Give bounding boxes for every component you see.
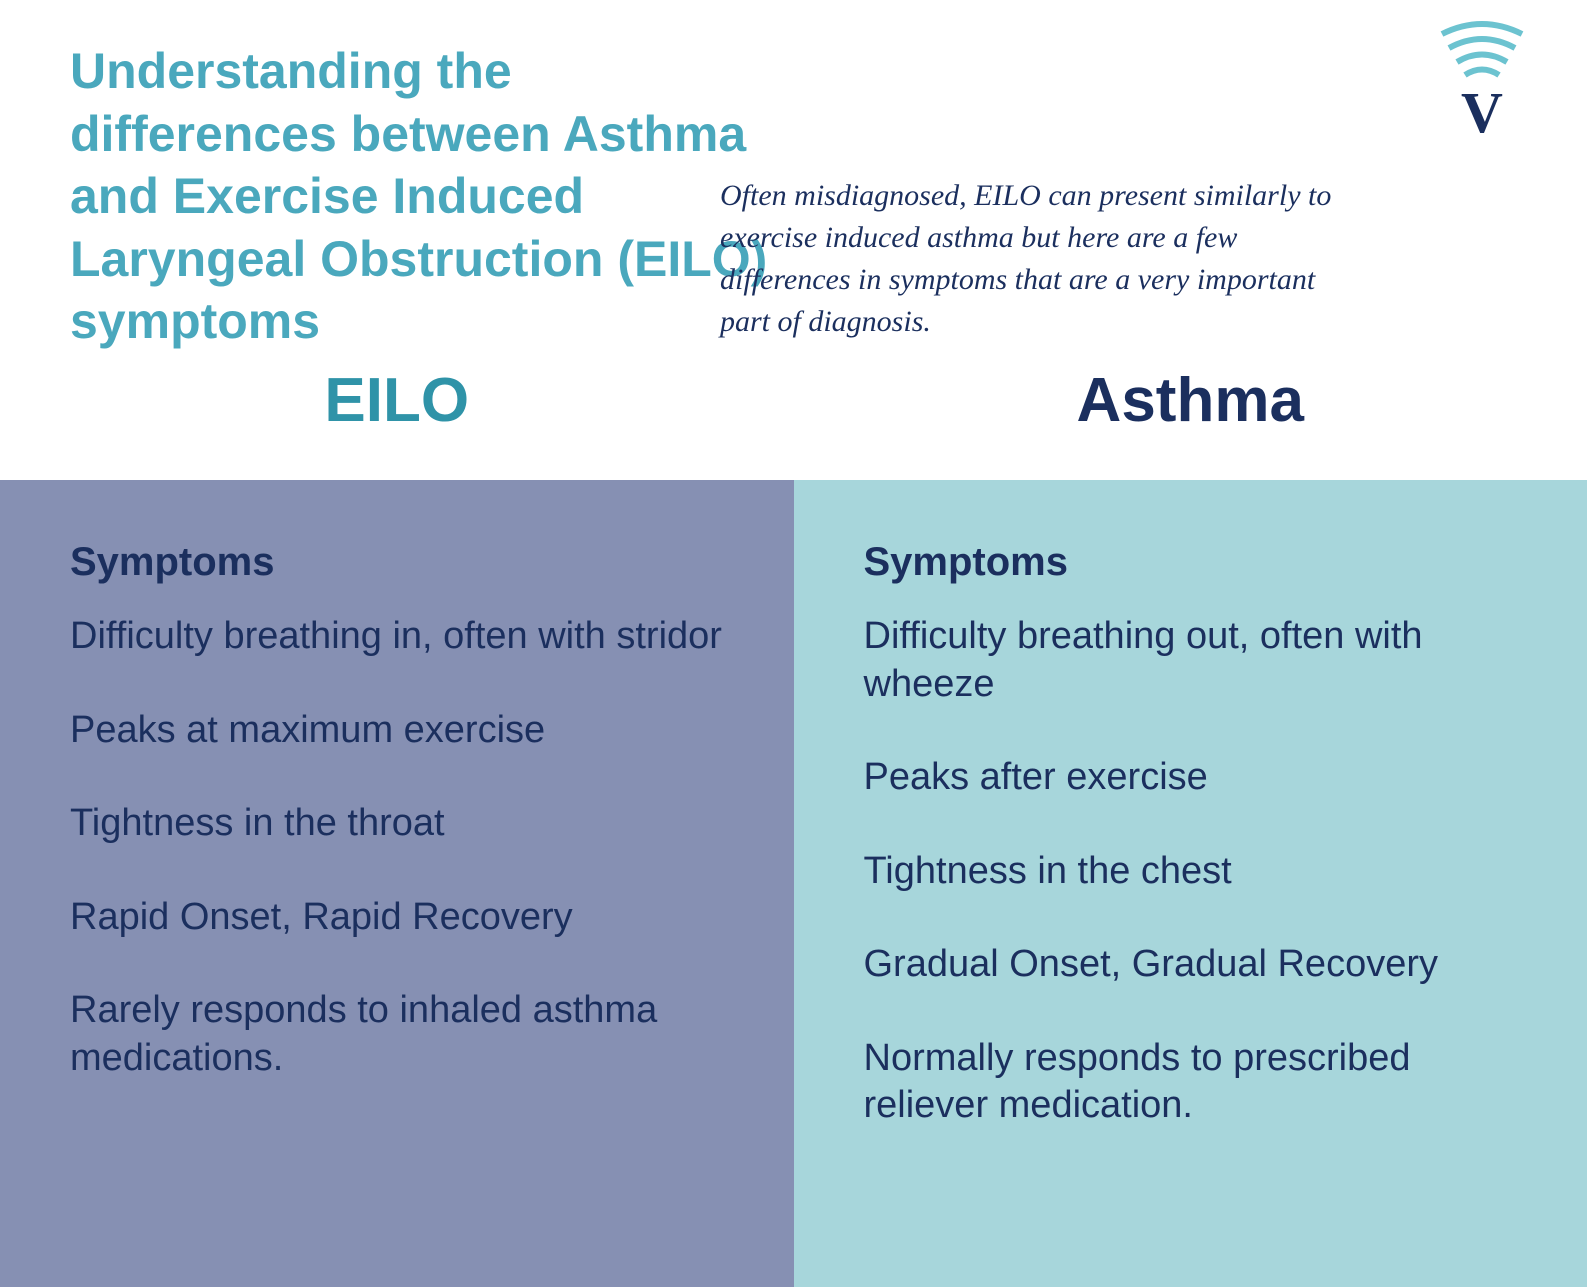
column-titles-row: EILO Asthma — [0, 370, 1587, 480]
eilo-column: Symptoms Difficulty breathing in, often … — [0, 480, 794, 1287]
asthma-symptom: Gradual Onset, Gradual Recovery — [864, 941, 1518, 989]
eilo-symptom: Rapid Onset, Rapid Recovery — [70, 894, 724, 942]
wifi-v-icon: V — [1437, 20, 1527, 150]
brand-logo: V — [1437, 20, 1527, 140]
svg-text:V: V — [1461, 80, 1503, 145]
eilo-symptom: Tightness in the throat — [70, 800, 724, 848]
asthma-symptom: Peaks after exercise — [864, 754, 1518, 802]
eilo-symptom: Rarely responds to inhaled asthma medica… — [70, 987, 724, 1082]
asthma-symptom: Difficulty breathing out, often with whe… — [864, 613, 1518, 708]
eilo-section-heading: Symptoms — [70, 540, 724, 585]
asthma-symptom: Tightness in the chest — [864, 848, 1518, 896]
infographic-page: Understanding the differences between As… — [0, 0, 1587, 1287]
page-title: Understanding the differences between As… — [70, 40, 770, 353]
eilo-column-title: EILO — [0, 370, 794, 480]
header: Understanding the differences between As… — [0, 0, 1587, 370]
eilo-symptom: Difficulty breathing in, often with stri… — [70, 613, 724, 661]
asthma-column: Symptoms Difficulty breathing out, often… — [794, 480, 1587, 1287]
asthma-column-title: Asthma — [794, 370, 1587, 480]
asthma-section-heading: Symptoms — [864, 540, 1518, 585]
asthma-symptom: Normally responds to prescribed reliever… — [864, 1035, 1518, 1130]
page-subtitle: Often misdiagnosed, EILO can present sim… — [720, 175, 1360, 343]
columns: Symptoms Difficulty breathing in, often … — [0, 480, 1587, 1287]
eilo-symptom: Peaks at maximum exercise — [70, 707, 724, 755]
